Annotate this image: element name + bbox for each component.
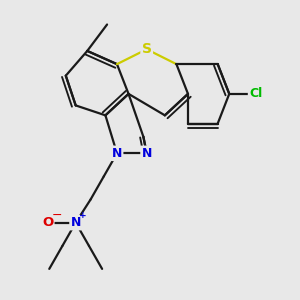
Text: Cl: Cl: [249, 87, 262, 101]
Text: +: +: [79, 211, 87, 220]
Text: S: S: [142, 42, 152, 56]
Text: N: N: [70, 216, 81, 229]
Text: O: O: [42, 216, 53, 229]
Text: −: −: [52, 209, 62, 222]
Text: N: N: [142, 147, 152, 160]
Text: N: N: [112, 147, 122, 160]
